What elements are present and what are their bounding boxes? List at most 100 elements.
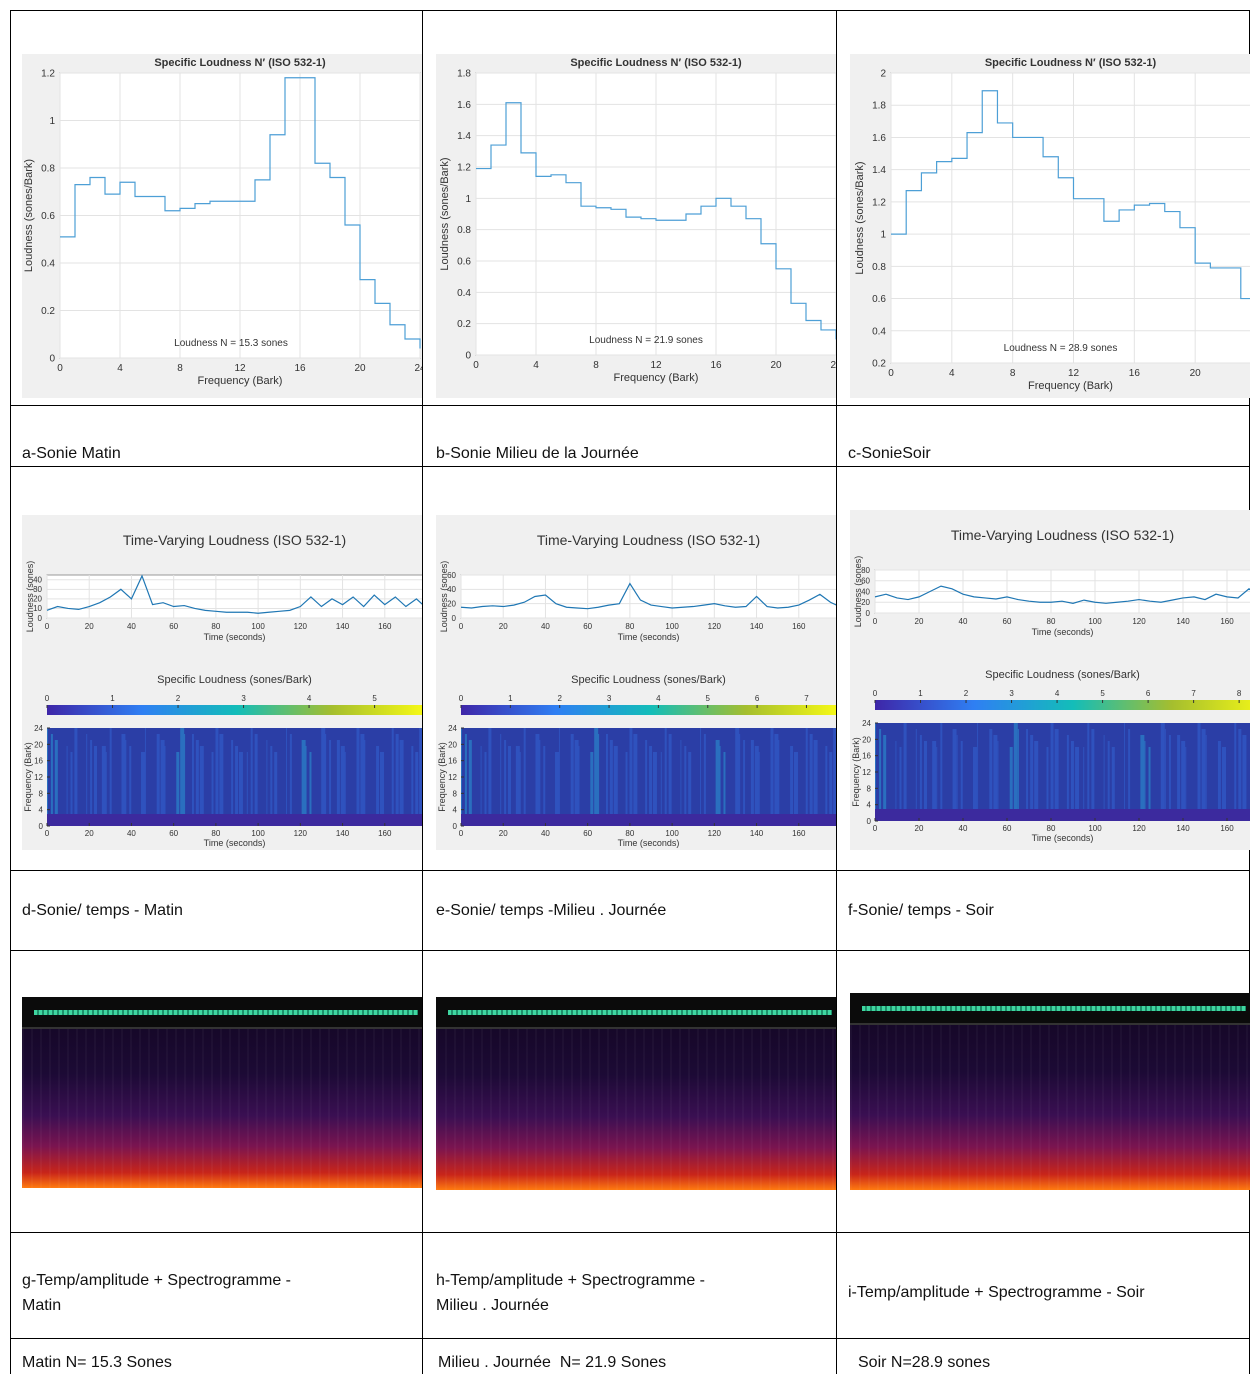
y-tick-label: 8: [39, 789, 44, 798]
heatmap-texture: [285, 728, 287, 814]
colorbar-tick-label: 2: [176, 694, 181, 703]
colorbar-tick-label: 0: [459, 694, 464, 703]
heatmap-texture: [1128, 729, 1131, 809]
table-border: [10, 950, 1250, 951]
chart: 0.20.40.60.811.21.41.61.8204812162024Spe…: [850, 54, 1250, 398]
y-tick-label: 0.4: [872, 326, 886, 337]
heatmap-texture: [652, 752, 657, 814]
heatmap-texture: [629, 728, 633, 814]
heatmap-texture: [883, 735, 887, 809]
heatmap-texture: [305, 746, 307, 814]
heatmap-texture: [101, 746, 106, 814]
y-tick-label: 0.4: [457, 288, 471, 299]
heatmap-texture: [54, 740, 58, 814]
heatmap-texture: [895, 741, 897, 809]
heatmap-texture: [515, 746, 520, 814]
heatmap-floor: [47, 814, 422, 826]
heatmap-texture: [605, 734, 608, 814]
heatmap-texture: [1205, 735, 1207, 809]
table-border: [10, 10, 1250, 11]
x-tick-label: 60: [1003, 824, 1012, 833]
heatmap-texture: [238, 752, 243, 814]
heatmap-texture: [960, 741, 963, 809]
heatmap-texture: [750, 740, 754, 814]
heatmap-texture: [793, 752, 798, 814]
x-tick-label: 60: [169, 829, 178, 838]
heatmap-texture: [972, 747, 977, 809]
x-axis-label: Time (seconds): [1032, 833, 1094, 843]
heatmap-texture: [539, 740, 541, 814]
heatmap-texture: [754, 746, 759, 814]
chart: 0 0.2 0.4 0.6 0.8 1 1.2 0 4 8 12 16 20 24 Specific Lou…: [22, 54, 422, 398]
caption: i-Temp/amplitude + Spectrogramme - Soir: [848, 1284, 1145, 1301]
heatmap-texture: [480, 746, 482, 814]
colorbar-tick-label: 3: [607, 694, 612, 703]
caption: a-Sonie Matin: [22, 445, 121, 462]
data-line: [874, 585, 1250, 604]
x-tick-label: 0: [45, 622, 50, 631]
chart: 0 0.2 0.4 0.6 0.8 1 1.2 1.4 1.6 1.8 0 4 8 12 16 20 24 Spe…: [436, 54, 836, 398]
spectrogram-image: [850, 993, 1250, 1190]
heatmap-texture: [468, 740, 472, 814]
heatmap-texture: [719, 746, 721, 814]
x-tick-label: 80: [1047, 824, 1056, 833]
y-tick-label: 16: [34, 757, 43, 766]
heatmap-texture: [1066, 735, 1069, 809]
y-tick-label: 1.6: [457, 100, 471, 111]
colorbar-tick-label: 1: [110, 694, 115, 703]
colorbar-tick-label: 6: [1146, 689, 1151, 698]
heatmap-texture: [625, 752, 628, 814]
heatmap-texture: [590, 752, 594, 814]
x-tick-label: 120: [294, 622, 308, 631]
y-tick-label: 1: [465, 194, 471, 205]
heatmap-texture: [70, 752, 73, 814]
y-tick-label: 1.2: [872, 197, 886, 208]
x-tick-label: 24: [414, 363, 422, 374]
x-axis-label: Frequency (Bark): [198, 375, 283, 387]
x-tick-label: 140: [750, 622, 764, 631]
y-tick-label: 0.8: [457, 225, 471, 236]
heatmap-texture: [1185, 747, 1187, 809]
heatmap-texture: [684, 746, 687, 814]
y-tick-label: 40: [33, 576, 42, 585]
data-line: [60, 77, 421, 349]
x-tick-label: 140: [336, 829, 350, 838]
table-border: [10, 10, 11, 1374]
x-tick-label: 20: [499, 622, 508, 631]
heatmap-texture: [215, 728, 219, 814]
heatmap-texture: [570, 734, 574, 814]
x-tick-label: 140: [336, 622, 350, 631]
heatmap-texture: [903, 723, 907, 809]
heatmap-texture: [664, 728, 667, 814]
x-tick-label: 120: [294, 829, 308, 838]
y-tick-label: 1.4: [872, 165, 886, 176]
heatmap-texture: [160, 740, 165, 814]
x-tick-label: 40: [959, 824, 968, 833]
spectrogram-image: [22, 997, 422, 1188]
x-tick-label: 0: [473, 360, 479, 371]
heatmap-texture: [739, 734, 741, 814]
heatmap: [875, 723, 1250, 821]
heatmap-texture: [770, 728, 774, 814]
heatmap-texture: [1177, 735, 1181, 809]
heatmap-texture: [1201, 729, 1206, 809]
x-tick-label: 80: [625, 622, 634, 631]
y-axis-label: Frequency (Bark): [851, 737, 861, 807]
y-tick-label: 0.6: [41, 211, 55, 222]
heatmap-texture: [645, 740, 648, 814]
y-tick-label: 1.4: [457, 131, 471, 142]
y-axis-label: Loudness (sones): [25, 561, 35, 633]
x-axis-label: Time (seconds): [618, 632, 680, 642]
y-tick-label: 24: [448, 724, 457, 733]
x-tick-label: 0: [873, 617, 878, 626]
y-tick-label: 30: [33, 585, 42, 594]
heatmap-texture: [833, 728, 836, 814]
heatmap-texture: [723, 752, 726, 814]
heatmap-texture: [411, 746, 414, 814]
y-tick-label: 0.6: [872, 294, 886, 305]
heatmap-texture: [488, 728, 492, 814]
heatmap-texture: [356, 728, 360, 814]
x-tick-label: 140: [1176, 824, 1190, 833]
